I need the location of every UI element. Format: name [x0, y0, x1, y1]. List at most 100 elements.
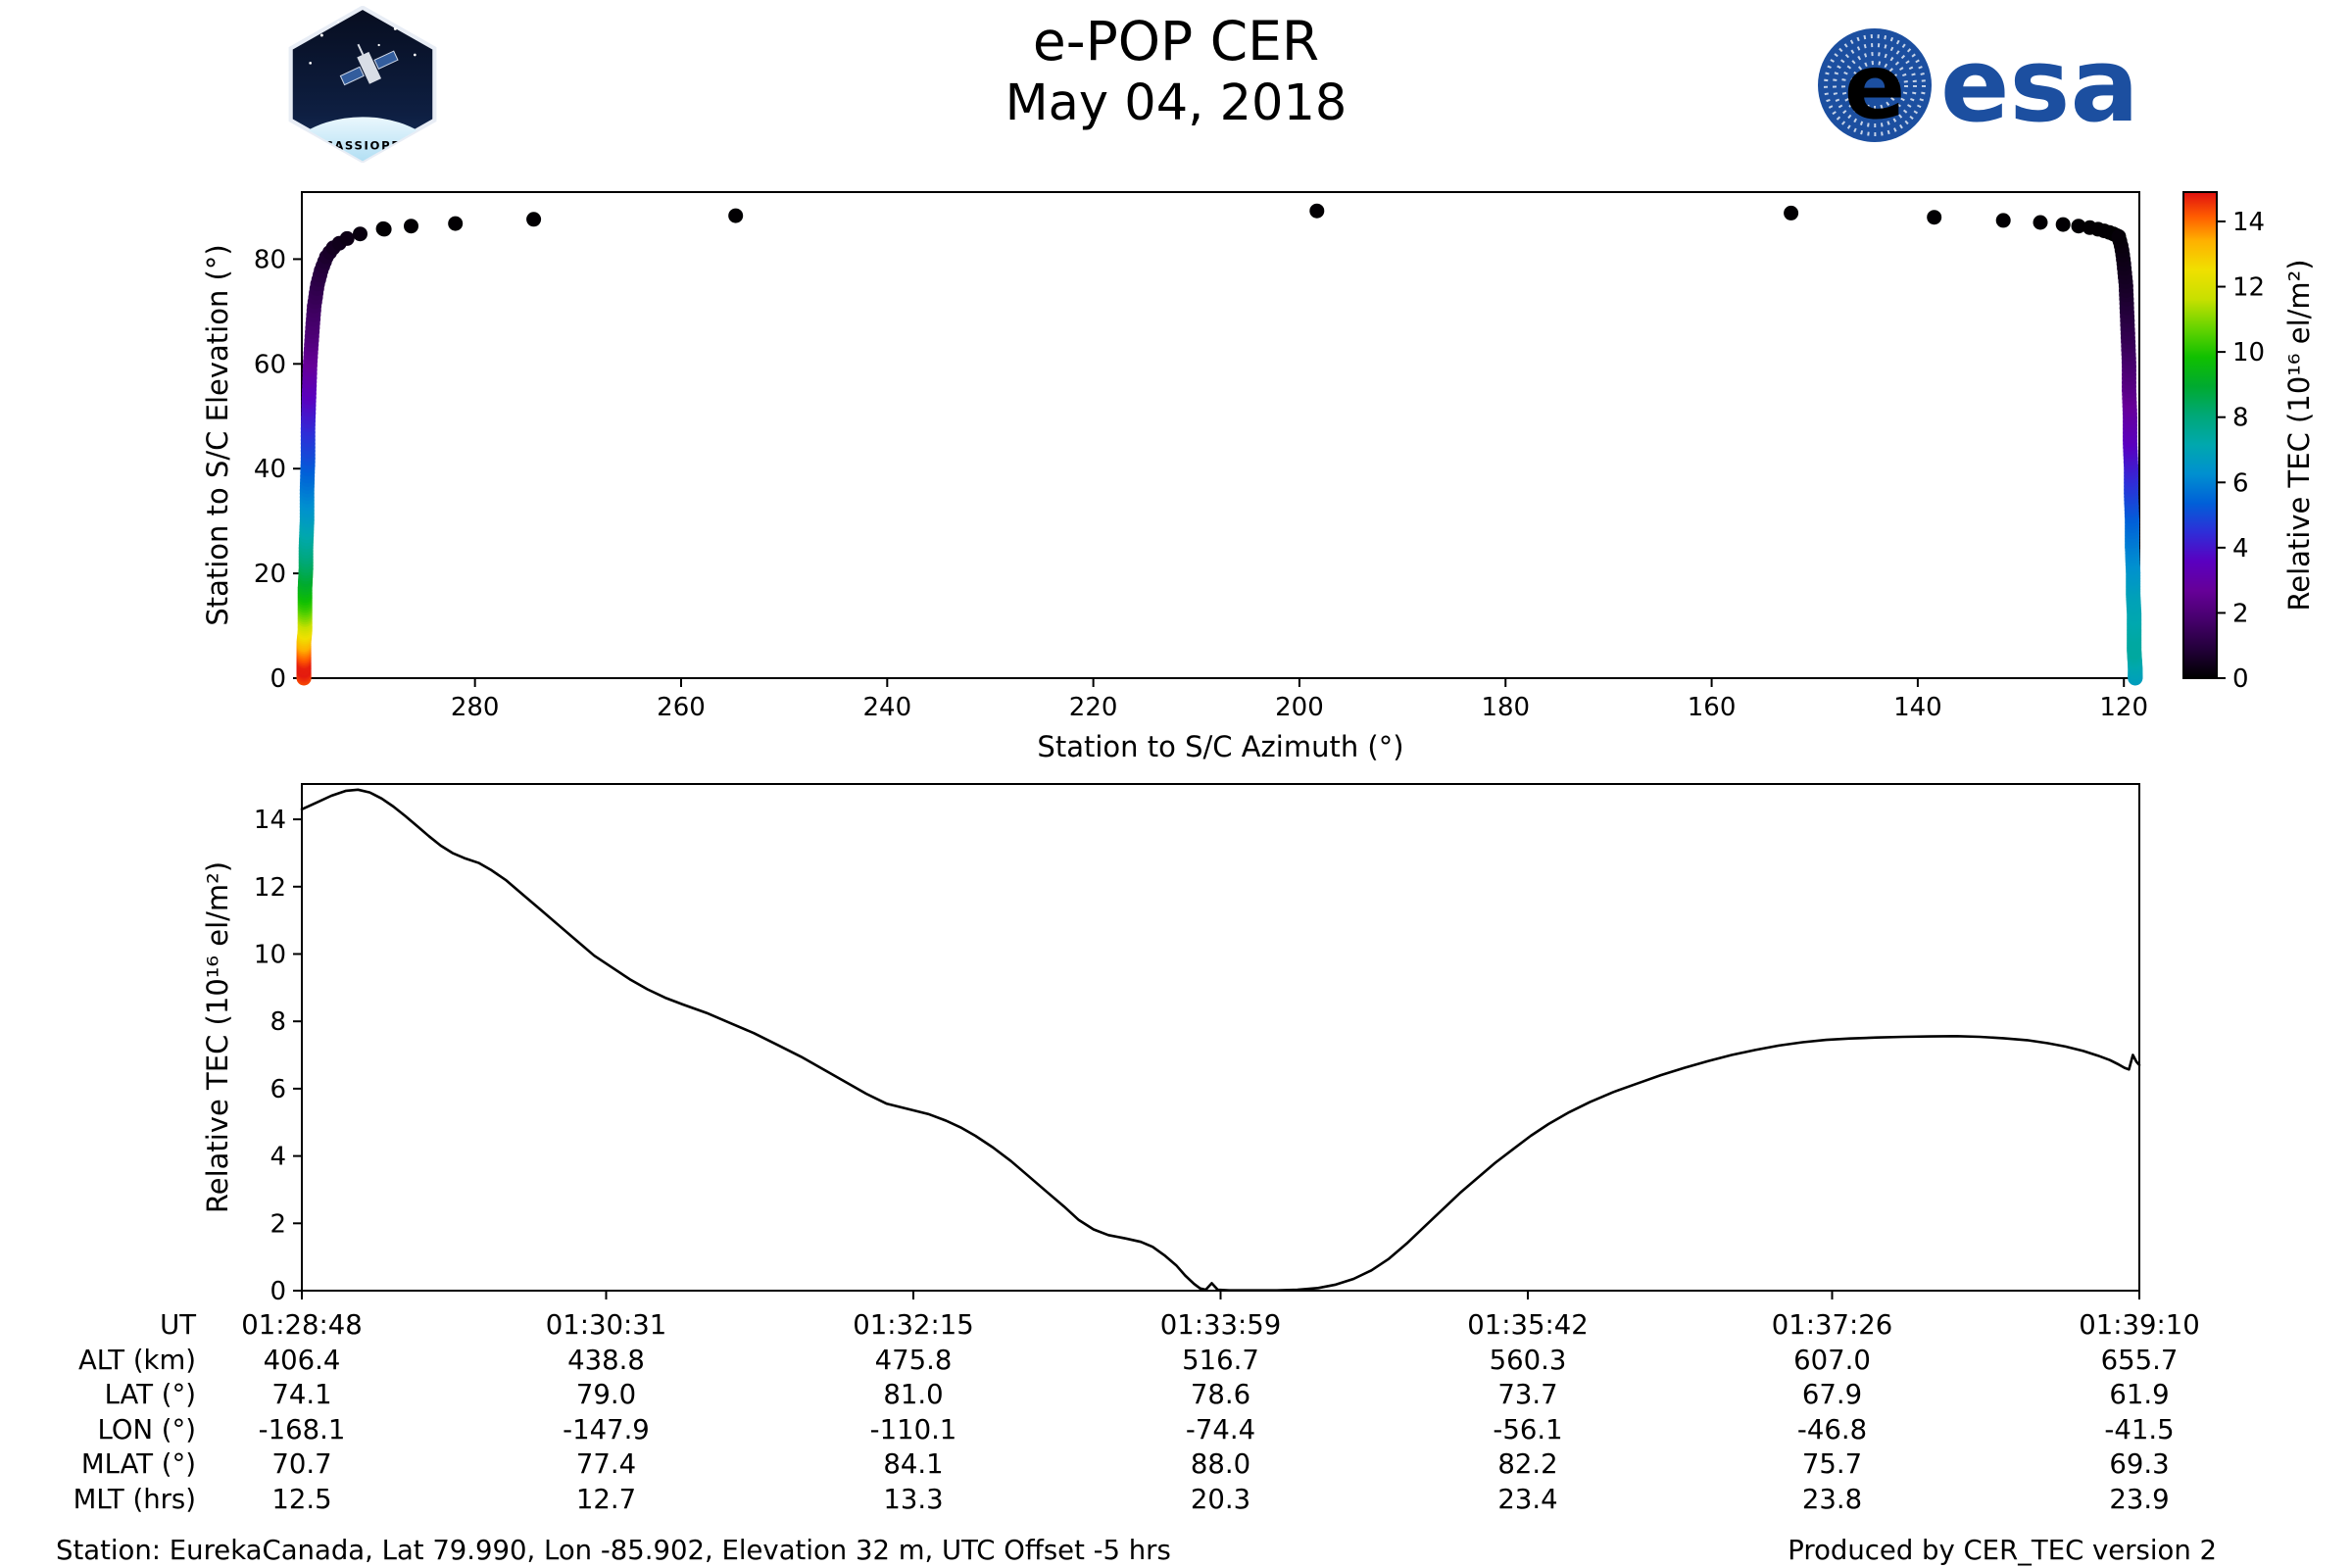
azimuth-tick-label: 280: [451, 693, 500, 722]
cassiope-mission-patch: CASSIOPE: [288, 6, 437, 163]
azimuth-tick-label: 220: [1069, 693, 1118, 722]
azimuth-tick-label: 140: [1893, 693, 1942, 722]
ephemeris-cell: 73.7: [1497, 1379, 1558, 1411]
ephemeris-cell: 23.4: [1497, 1484, 1558, 1515]
colorbar-label: Relative TEC (10¹⁶ el/m²): [2282, 259, 2316, 611]
page-title: e-POP CER: [1032, 10, 1320, 73]
tec-line: [300, 788, 2141, 1292]
ephemeris-cell: 475.8: [874, 1344, 953, 1376]
ephemeris-row-label: UT: [160, 1309, 196, 1341]
ephemeris-cell: 84.1: [883, 1448, 944, 1481]
ephemeris-cell: 69.3: [2109, 1448, 2170, 1481]
ephemeris-row-label: MLT (hrs): [73, 1484, 196, 1515]
esa-logo: e esa: [1815, 25, 2139, 145]
ephemeris-row-label: LON (°): [97, 1413, 196, 1446]
ephemeris-cell: -168.1: [258, 1413, 346, 1446]
azimuth-tick-label: 200: [1275, 693, 1324, 722]
ephemeris-cell: 01:30:31: [545, 1309, 667, 1341]
tec-tick-label: 8: [270, 1007, 286, 1037]
ephemeris-cell: 12.5: [271, 1484, 332, 1515]
colorbar-tick-label: 4: [2232, 534, 2249, 564]
tec-tick-label: 6: [270, 1075, 286, 1104]
ephemeris-cell: 13.3: [883, 1484, 944, 1515]
ephemeris-cell: 560.3: [1489, 1344, 1567, 1376]
azimuth-tick-label: 120: [2099, 693, 2148, 722]
ephemeris-cell: 74.1: [271, 1379, 332, 1411]
ephemeris-row-label: LAT (°): [104, 1379, 196, 1411]
colorbar-tick-label: 2: [2232, 599, 2249, 628]
azimuth-tick-label: 160: [1688, 693, 1737, 722]
page-date: May 04, 2018: [1004, 74, 1348, 132]
tec-tick-label: 2: [270, 1209, 286, 1239]
colorbar-tick-label: 0: [2232, 664, 2249, 694]
tec-tick-label: 14: [254, 806, 286, 835]
ephemeris-cell: 01:35:42: [1467, 1309, 1589, 1341]
pass-track-points: [296, 203, 2143, 686]
tec-tick-label: 12: [254, 873, 286, 903]
ephemeris-cell: 607.0: [1793, 1344, 1871, 1376]
ephemeris-cell: 81.0: [883, 1379, 944, 1411]
ephemeris-cell: -56.1: [1493, 1413, 1563, 1446]
elevation-tick-label: 0: [270, 664, 286, 694]
patch-stars: [309, 21, 416, 65]
elevation-azimuth-plot: 280 260 240 220 200 180 160 140 120 0 20 40 60 80 Stat…: [201, 191, 2148, 763]
ephemeris-cell: 01:39:10: [2079, 1309, 2200, 1341]
ephemeris-cell: 516.7: [1182, 1344, 1259, 1376]
ephemeris-row-label: MLAT (°): [80, 1448, 196, 1481]
ephemeris-cell: 67.9: [1801, 1379, 1863, 1411]
ephemeris-cell: 655.7: [2100, 1344, 2179, 1376]
azimuth-axis-label: Station to S/C Azimuth (°): [1037, 730, 1403, 763]
colorbar-tick-label: 12: [2232, 273, 2265, 303]
ephemeris-cell: 20.3: [1190, 1484, 1251, 1515]
patch-name: CASSIOPE: [324, 139, 401, 153]
ephemeris-cell: 78.6: [1190, 1379, 1251, 1411]
colorbar-tick-label: 8: [2232, 404, 2249, 433]
ephemeris-cell: -147.9: [563, 1413, 650, 1446]
ephemeris-cell: -41.5: [2104, 1413, 2175, 1446]
top-plot-frame: [301, 191, 2140, 679]
tec-tick-label: 4: [270, 1143, 286, 1172]
ephemeris-cell: 79.0: [575, 1379, 637, 1411]
patch-satellite: [339, 43, 399, 86]
ephemeris-cell: 70.7: [271, 1448, 332, 1481]
ephemeris-cell: 406.4: [263, 1344, 341, 1376]
colorbar-tick-label: 10: [2232, 338, 2265, 368]
esa-logo-disc-icon: e: [1818, 28, 1932, 142]
tec-colorbar: 0 2 4 6 8 10 12 14 Relative TEC (10¹⁶ el/m²): [2182, 191, 2316, 694]
ephemeris-cell: 82.2: [1497, 1448, 1558, 1481]
ephemeris-cell: -110.1: [869, 1413, 957, 1446]
ephemeris-cell: 77.4: [575, 1448, 637, 1481]
ephemeris-cell: 12.7: [575, 1484, 637, 1515]
tec-tick-label: 0: [270, 1277, 286, 1306]
elevation-axis-label: Station to S/C Elevation (°): [201, 244, 234, 625]
elevation-tick-label: 20: [254, 560, 286, 589]
esa-e-glyph: e: [1844, 34, 1905, 139]
tec-time-series-plot: 0 2 4 6 8 10 12 14 Relative TEC (10¹⁶ el/m²): [201, 783, 2141, 1306]
colorbar-tick-label: 6: [2232, 468, 2249, 498]
footer-station-info: Station: EurekaCanada, Lat 79.990, Lon -…: [56, 1535, 1171, 1566]
ephemeris-cell: 01:37:26: [1771, 1309, 1893, 1341]
azimuth-tick-label: 180: [1481, 693, 1530, 722]
ephemeris-cell: 01:33:59: [1159, 1309, 1282, 1341]
footer-produced-by: Produced by CER_TEC version 2: [1788, 1535, 2217, 1566]
ephemeris-cell: 01:28:48: [241, 1309, 363, 1341]
ephemeris-cell: 61.9: [2109, 1379, 2170, 1411]
ephemeris-row-label: ALT (km): [77, 1344, 196, 1376]
ephemeris-cell: 23.8: [1801, 1484, 1863, 1515]
ephemeris-cell: -74.4: [1185, 1413, 1256, 1446]
ephemeris-cell: 23.9: [2109, 1484, 2170, 1515]
esa-wordmark: esa: [1940, 25, 2139, 145]
ephemeris-cell: 88.0: [1190, 1448, 1251, 1481]
colorbar-tick-label: 14: [2232, 208, 2265, 237]
ephemeris-cell: -46.8: [1796, 1413, 1868, 1446]
tec-tick-label: 10: [254, 940, 286, 969]
elevation-tick-label: 80: [254, 245, 286, 274]
tec-axis-label: Relative TEC (10¹⁶ el/m²): [201, 861, 234, 1213]
ephemeris-cell: 75.7: [1801, 1448, 1863, 1481]
ephemeris-cell: 01:32:15: [853, 1309, 974, 1341]
ephemeris-cell: 438.8: [567, 1344, 645, 1376]
azimuth-tick-label: 240: [862, 693, 911, 722]
azimuth-tick-label: 260: [657, 693, 706, 722]
